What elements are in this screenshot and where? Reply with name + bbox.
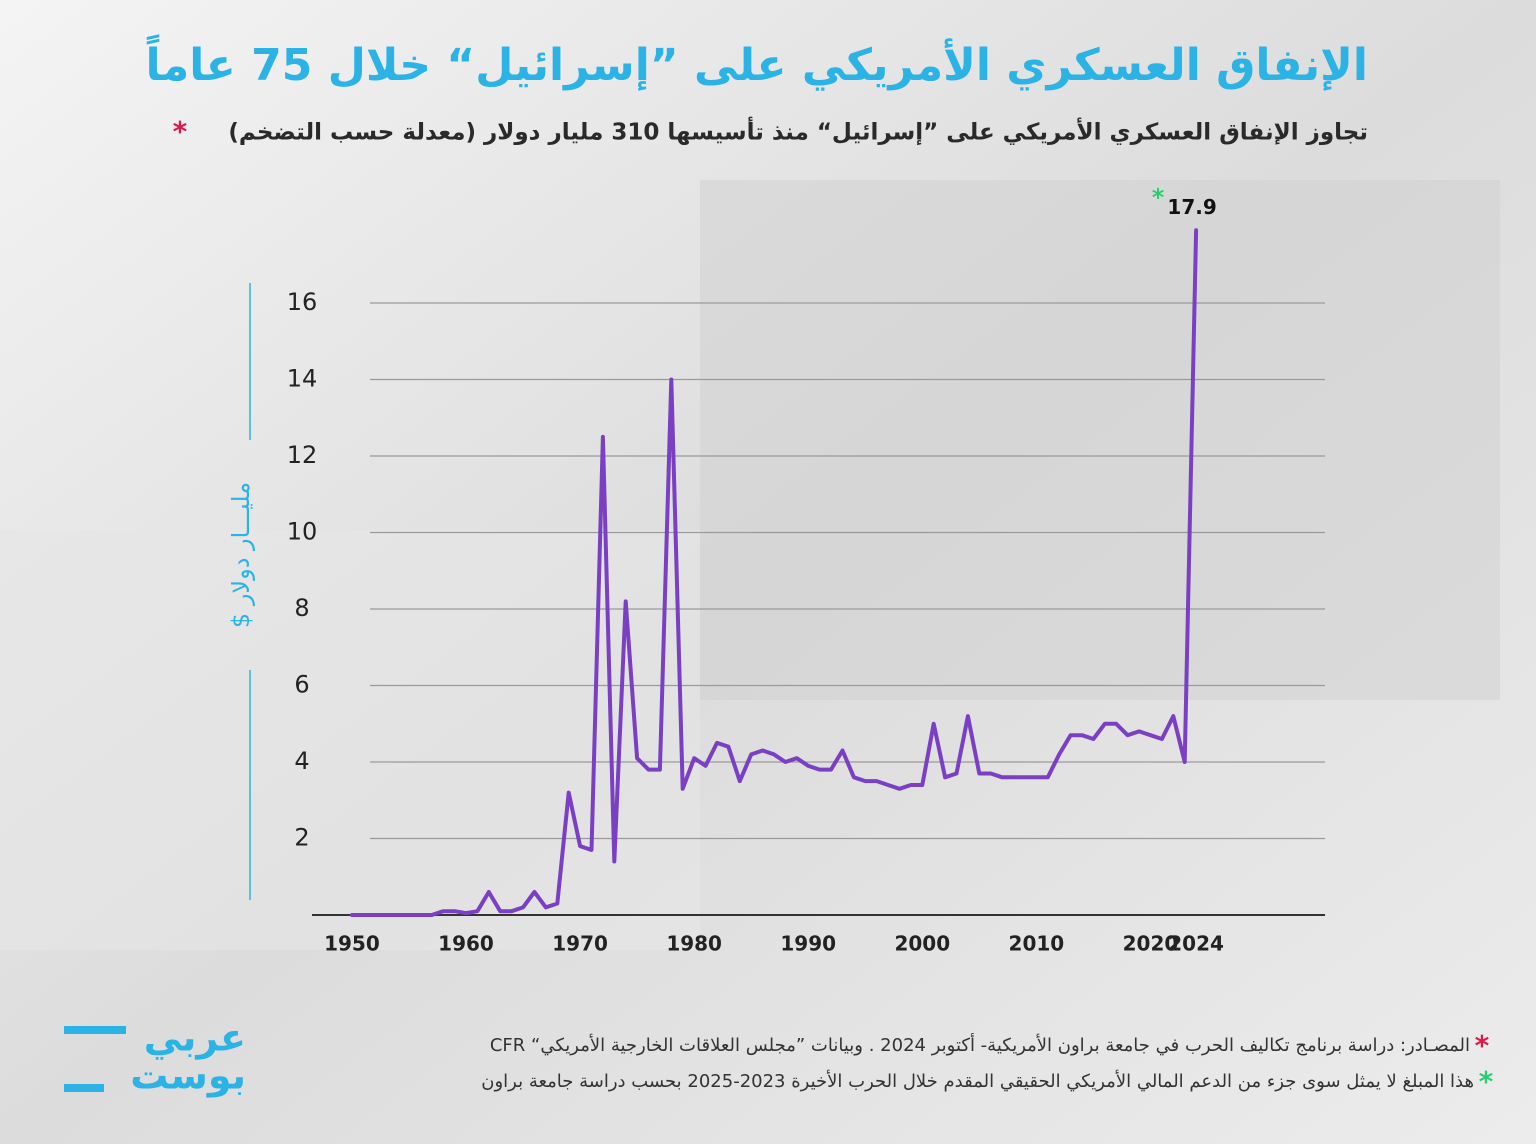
- x-tick-label: 2024: [1168, 932, 1224, 956]
- annotation-marker: *: [1152, 183, 1165, 211]
- chart-title: الإنفاق العسكري الأمريكي على ”إسرائيل“ خ…: [145, 33, 1368, 91]
- y-axis-label: مليـــار دولار $: [227, 482, 255, 628]
- x-tick-label: 1990: [780, 932, 836, 956]
- flag-shape: [0, 530, 700, 950]
- x-tick-label: 2000: [894, 932, 950, 956]
- y-tick-label: 4: [294, 747, 309, 775]
- footnote-marker: *: [1479, 1065, 1494, 1098]
- y-tick-label: 8: [294, 594, 309, 622]
- x-tick-label: 2020: [1123, 932, 1179, 956]
- subtitle-marker: *: [173, 115, 188, 148]
- y-tick-label: 16: [287, 288, 318, 316]
- y-tick-label: 14: [287, 365, 318, 393]
- y-tick-label: 12: [287, 441, 318, 469]
- x-tick-label: 2010: [1009, 932, 1065, 956]
- annotation: 17.9: [1167, 195, 1216, 219]
- y-tick-label: 2: [294, 824, 309, 852]
- x-tick-label: 1970: [552, 932, 608, 956]
- logo-bar: [64, 1026, 126, 1034]
- logo-text: عربي: [144, 1016, 246, 1060]
- footnote: هذا المبلغ لا يمثل سوى جزء من الدعم الما…: [481, 1070, 1474, 1092]
- flag-shape: [700, 180, 1500, 700]
- x-tick-label: 1950: [324, 932, 380, 956]
- footnote: المصـادر: دراسة برنامج تكاليف الحرب في ج…: [490, 1033, 1470, 1056]
- subtitle: تجاوز الإنفاق العسكري الأمريكي على ”إسرا…: [228, 116, 1368, 146]
- x-tick-label: 1960: [438, 932, 494, 956]
- y-tick-label: 6: [294, 671, 309, 699]
- logo-text: بوست: [130, 1054, 246, 1098]
- logo-bar: [64, 1084, 104, 1092]
- data-line: [349, 228, 1199, 917]
- y-tick-label: 10: [287, 518, 318, 546]
- x-tick-label: 1980: [666, 932, 722, 956]
- footnote-marker: *: [1475, 1029, 1490, 1062]
